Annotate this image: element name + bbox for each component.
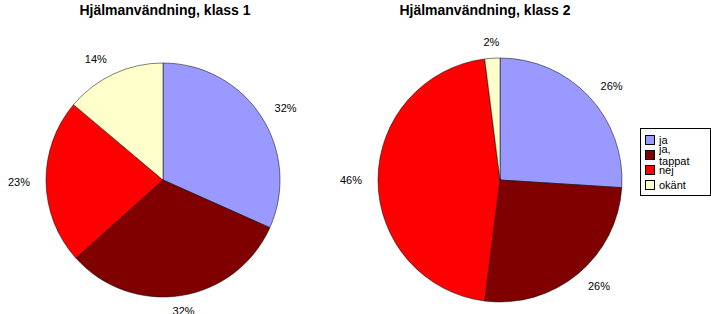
html-text:ja, tappat: ja, tappat (659, 142, 690, 167)
svg-text:14%: 14% (85, 53, 107, 65)
html-text:okänt: okänt (659, 178, 686, 191)
svg-text:26%: 26% (601, 80, 623, 92)
html-text:Hjälmanvändning, klass 1: Hjälmanvändning, klass 1 (79, 2, 251, 18)
svg-text:32%: 32% (173, 305, 195, 314)
svg-text:32%: 32% (275, 102, 297, 114)
svg-text:2%: 2% (483, 36, 499, 48)
html-text:ja: ja (659, 133, 668, 146)
html-text:Hjälmanvändning, klass 2: Hjälmanvändning, klass 2 (399, 2, 571, 18)
svg-text:46%: 46% (340, 174, 362, 186)
html-text:nej: nej (659, 163, 674, 176)
svg-text:23%: 23% (8, 176, 30, 188)
svg-text:26%: 26% (588, 280, 610, 292)
